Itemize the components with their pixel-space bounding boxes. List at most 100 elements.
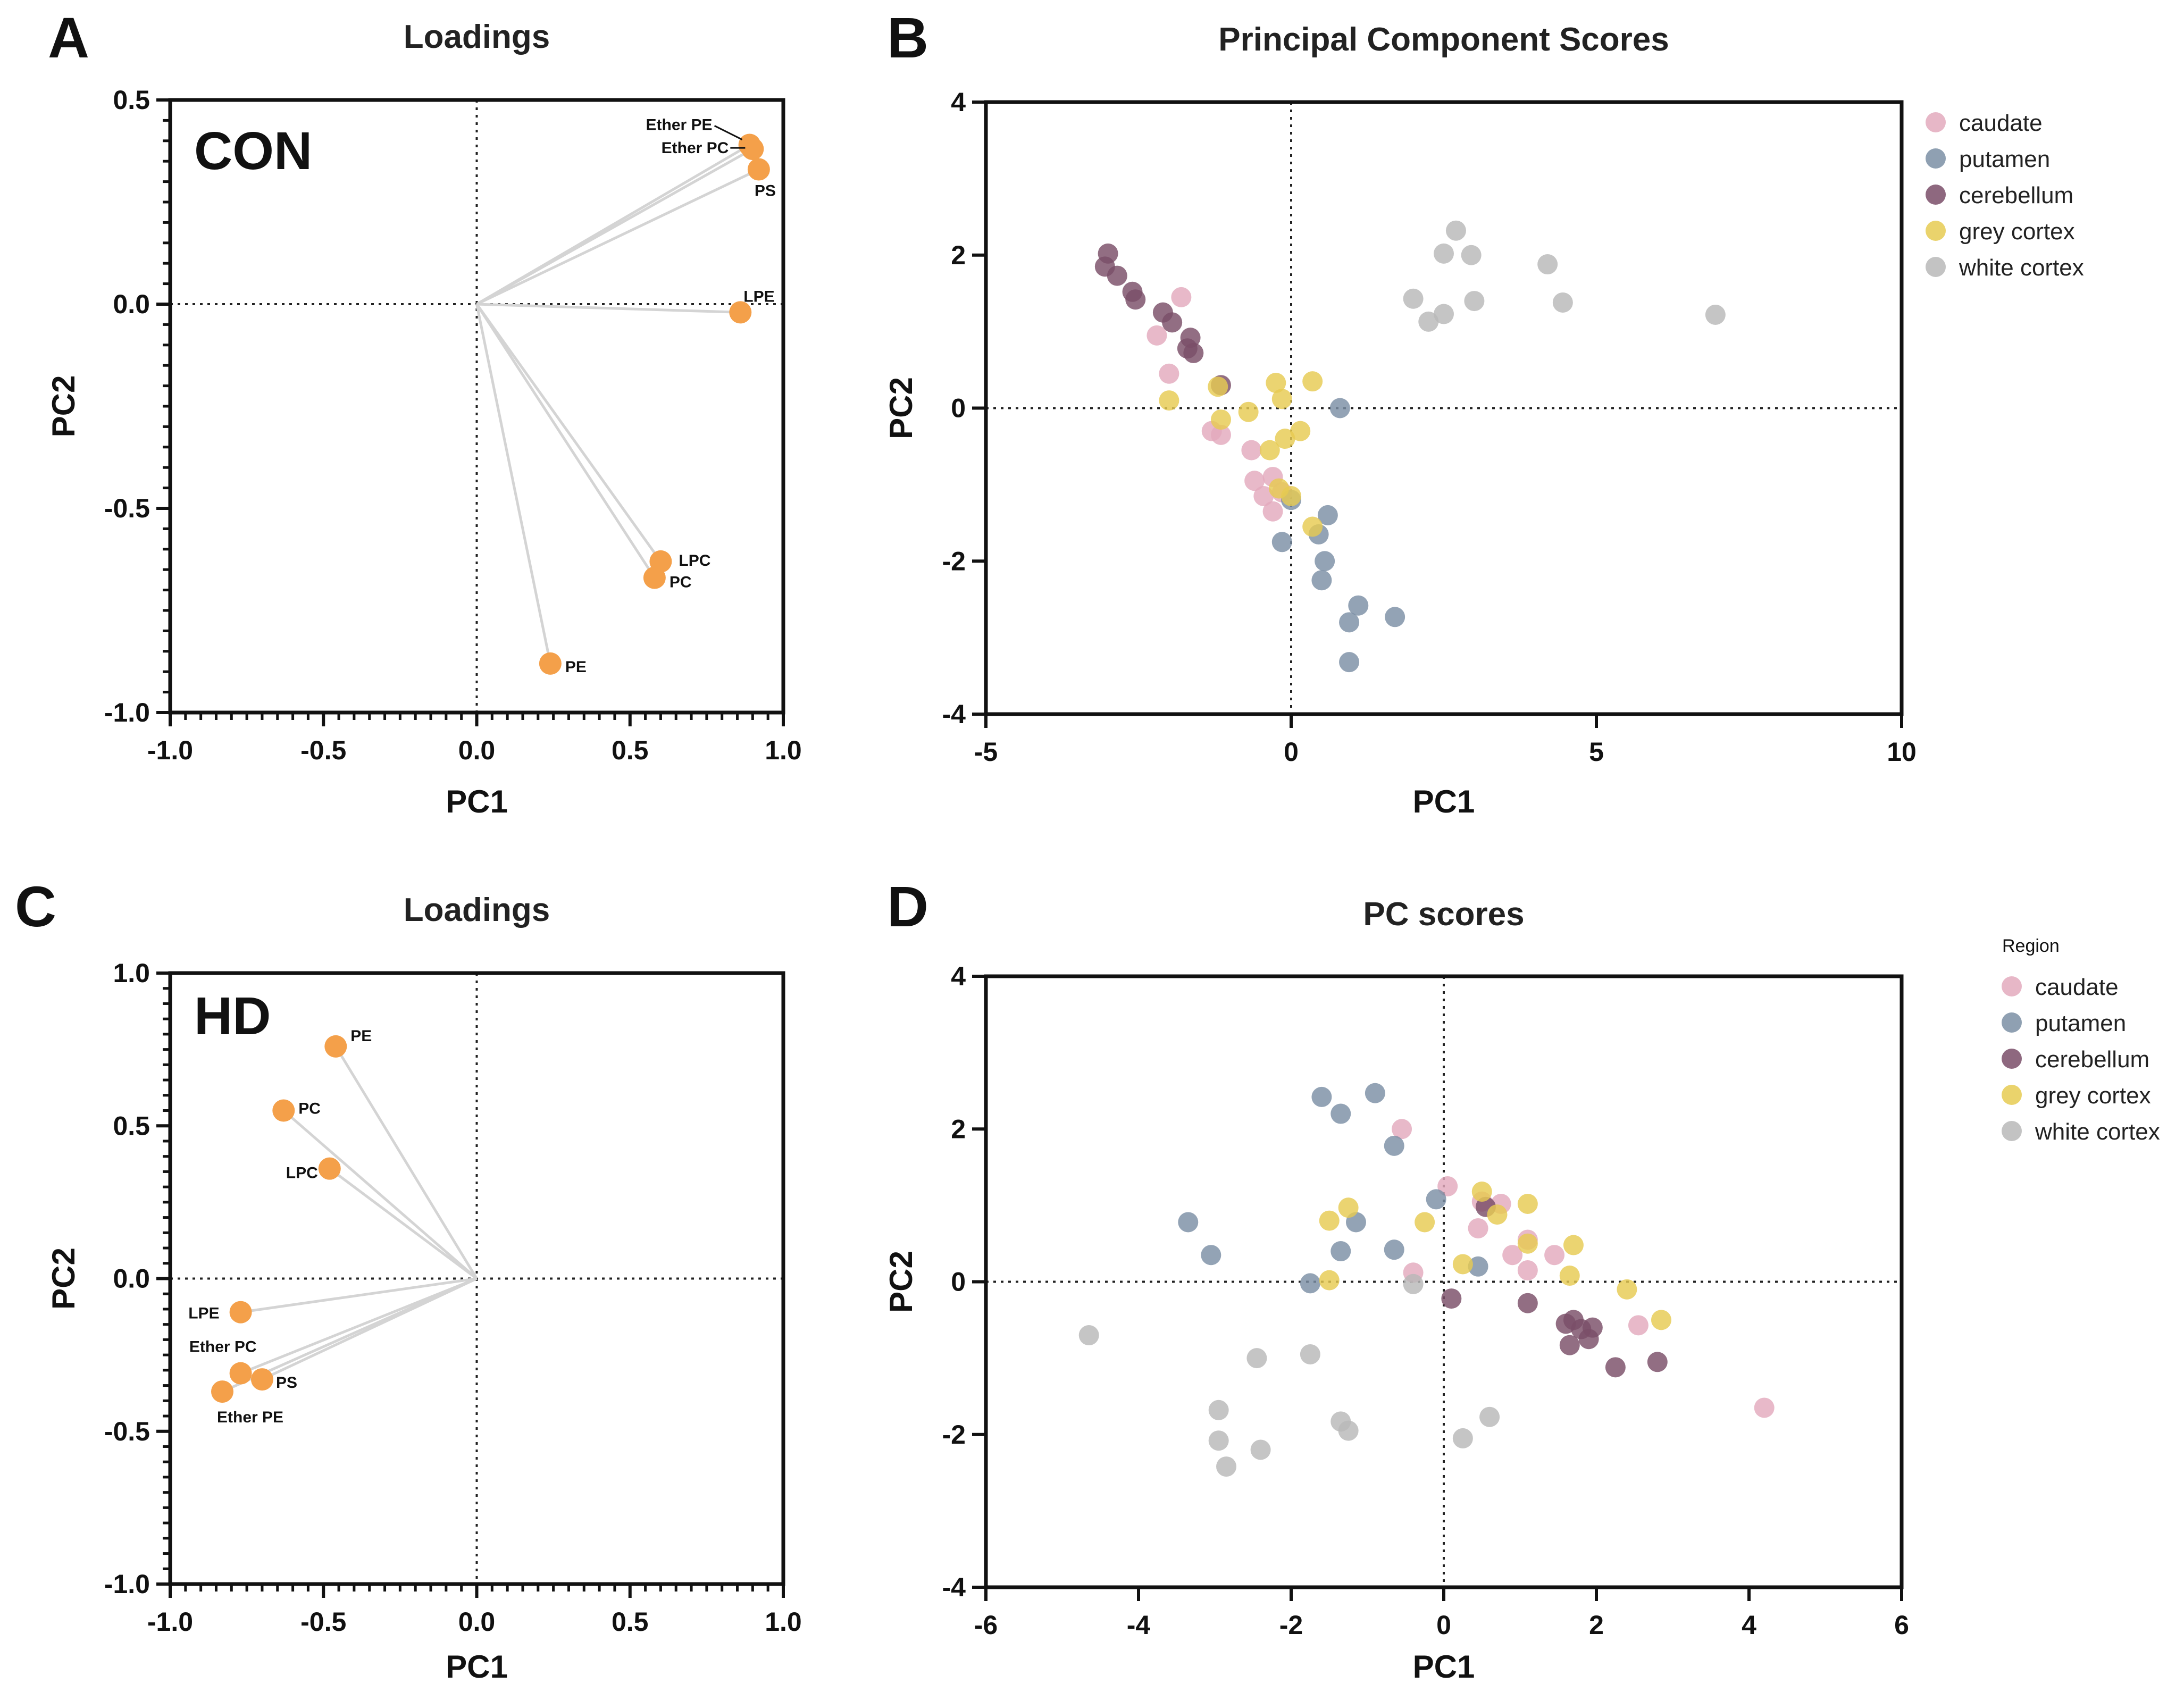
score-point [1271,532,1292,552]
score-point [1461,245,1482,265]
legend-swatch [2002,1012,2022,1033]
loading-vector [240,1277,478,1375]
score-point [1159,363,1179,384]
loading-label: Ether PE [217,1409,283,1426]
loading-point [729,301,752,324]
legend-swatch [1926,185,1946,205]
score-point [1384,1135,1404,1156]
legend-swatch [1926,148,1946,169]
y-tick-label: 0.5 [113,85,150,115]
loading-point [643,566,666,589]
loading-vector [476,168,759,306]
score-point [1392,1119,1412,1140]
legend-swatch [1926,112,1946,132]
score-point [1216,1456,1237,1477]
legend-label: cerebellum [1959,182,2073,208]
score-point [1403,288,1424,309]
y-tick-label: -1.0 [104,1569,150,1599]
x-tick-label: 5 [1589,737,1604,767]
legend-swatch [2002,976,2022,996]
loading-label: LPC [286,1165,318,1182]
score-point [1628,1315,1649,1336]
y-tick-label: 4 [951,87,966,117]
y-tick-label: 0 [951,1267,966,1297]
legend-label: cerebellum [2035,1046,2149,1073]
score-point [1331,1103,1351,1124]
score-point [1259,440,1280,460]
panel-letter: C [15,874,56,939]
score-point [1464,291,1485,312]
loading-vector [334,1045,478,1279]
x-tick-label: -0.5 [300,735,346,765]
score-point [1317,505,1338,525]
loading-label: PS [755,182,776,200]
score-point [1147,325,1167,346]
loading-point [741,138,764,161]
score-point [1281,485,1301,506]
score-point [1605,1357,1626,1378]
score-point [1302,371,1323,392]
group-label: HD [194,986,271,1046]
legend-label: caudate [2035,974,2119,1000]
x-tick-label: -5 [974,737,998,767]
score-point [1125,289,1146,310]
score-point [1329,398,1350,418]
chart-title: Loadings [404,19,550,55]
loading-point [539,652,562,675]
score-point [1311,1086,1332,1107]
x-tick-label: 0.0 [458,735,496,765]
loading-vector [475,304,552,664]
score-point [1162,312,1183,333]
score-point [1348,595,1369,616]
plot-frame [168,971,785,1586]
legend-title: Region [2002,936,2060,956]
score-point [1208,1430,1229,1451]
loading-point [318,1157,341,1180]
y-tick-label: -0.5 [104,493,150,523]
score-point [1339,612,1360,633]
loading-point [229,1301,252,1324]
loading-label: PE [350,1027,372,1045]
y-axis-label: PC2 [883,1251,919,1313]
y-tick-label: -1.0 [104,698,150,727]
x-tick-label: -0.5 [300,1607,346,1637]
score-point [1434,243,1454,264]
x-axis-label: PC1 [446,784,508,819]
x-tick-label: 10 [1887,737,1917,767]
x-tick-label: -2 [1279,1610,1303,1640]
score-point [1250,1439,1271,1460]
loading-vector [476,147,754,306]
loading-label: Ether PC [189,1338,257,1356]
score-point [1418,311,1439,332]
score-point [1559,1335,1580,1355]
x-tick-label: 4 [1742,1610,1756,1640]
loading-vector [240,1277,477,1314]
x-tick-label: 0.0 [458,1607,496,1637]
score-point [1415,1212,1435,1233]
score-point [1471,1182,1492,1202]
y-tick-label: 0.5 [113,1111,150,1141]
score-point [1338,1420,1359,1441]
group-label: CON [194,121,312,181]
x-axis-label: PC1 [1413,784,1475,819]
score-point [1517,1233,1538,1254]
loading-label: Ether PE [646,116,713,133]
x-axis-label: PC1 [446,1649,508,1685]
score-point [1445,220,1466,241]
legend-label: white cortex [1959,255,2084,281]
score-point [1563,1310,1584,1330]
score-point [1315,551,1335,572]
y-tick-label: -0.5 [104,1417,150,1446]
score-point [1107,265,1127,286]
score-point [1171,287,1192,307]
panel-letter: B [887,5,928,70]
x-axis-label: PC1 [1413,1649,1475,1685]
x-tick-label: -4 [1127,1610,1151,1640]
score-point [1403,1274,1424,1294]
score-point [1487,1204,1508,1225]
score-point [1339,652,1360,673]
score-point [1559,1266,1580,1286]
score-point [1365,1083,1385,1103]
loading-point [211,1380,234,1403]
score-point [1452,1254,1473,1275]
